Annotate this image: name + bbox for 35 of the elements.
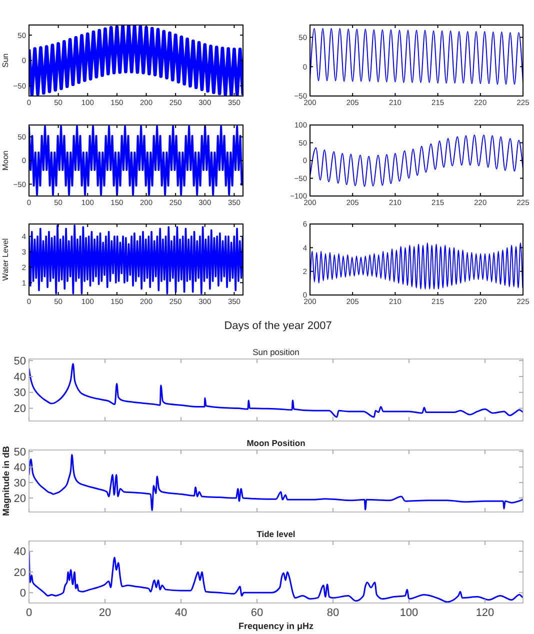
y-tick-label: 20 xyxy=(14,403,26,416)
line-series xyxy=(310,242,523,290)
y-tick-label: 20 xyxy=(14,492,26,505)
chart-title: Sun position xyxy=(252,347,300,357)
y-axis-title: Water Level xyxy=(1,238,10,281)
y-tick-label: 40 xyxy=(14,371,26,384)
y-tick-label: 0 xyxy=(20,588,26,600)
x-axis-title: Days of the year 2007 xyxy=(224,320,332,332)
y-tick-label: 30 xyxy=(14,477,26,490)
line-series xyxy=(310,28,523,85)
line-series xyxy=(29,25,243,96)
chart-title: Moon Position xyxy=(246,438,306,448)
y-tick-label: 50 xyxy=(14,355,26,368)
line-series xyxy=(29,363,523,418)
y-tick-label: 50 xyxy=(14,446,26,458)
x-axis-title: Frequency in μHz xyxy=(238,621,314,631)
y-tick-label: 40 xyxy=(14,546,26,558)
y-tick-label: 30 xyxy=(14,387,26,400)
x-tick-label: 60 xyxy=(250,607,264,619)
x-tick-label: 80 xyxy=(326,607,340,619)
y-axis-title: Moon xyxy=(1,150,10,171)
line-series xyxy=(29,125,243,196)
line-series xyxy=(29,550,523,603)
y-tick-label: 20 xyxy=(14,566,26,579)
line-series xyxy=(29,454,523,512)
y-axis-title: Sun xyxy=(1,53,10,68)
x-tick-label: 100 xyxy=(400,607,418,619)
x-tick-label: 40 xyxy=(174,607,188,619)
line-series xyxy=(310,134,523,187)
line-series xyxy=(29,224,243,294)
x-tick-label: 20 xyxy=(98,607,112,619)
y-tick-label: 40 xyxy=(14,462,26,474)
chart-title: Tide level xyxy=(256,529,296,539)
y-axis-title: Magnitude in dB xyxy=(1,446,11,516)
x-tick-label: 120 xyxy=(476,607,494,619)
